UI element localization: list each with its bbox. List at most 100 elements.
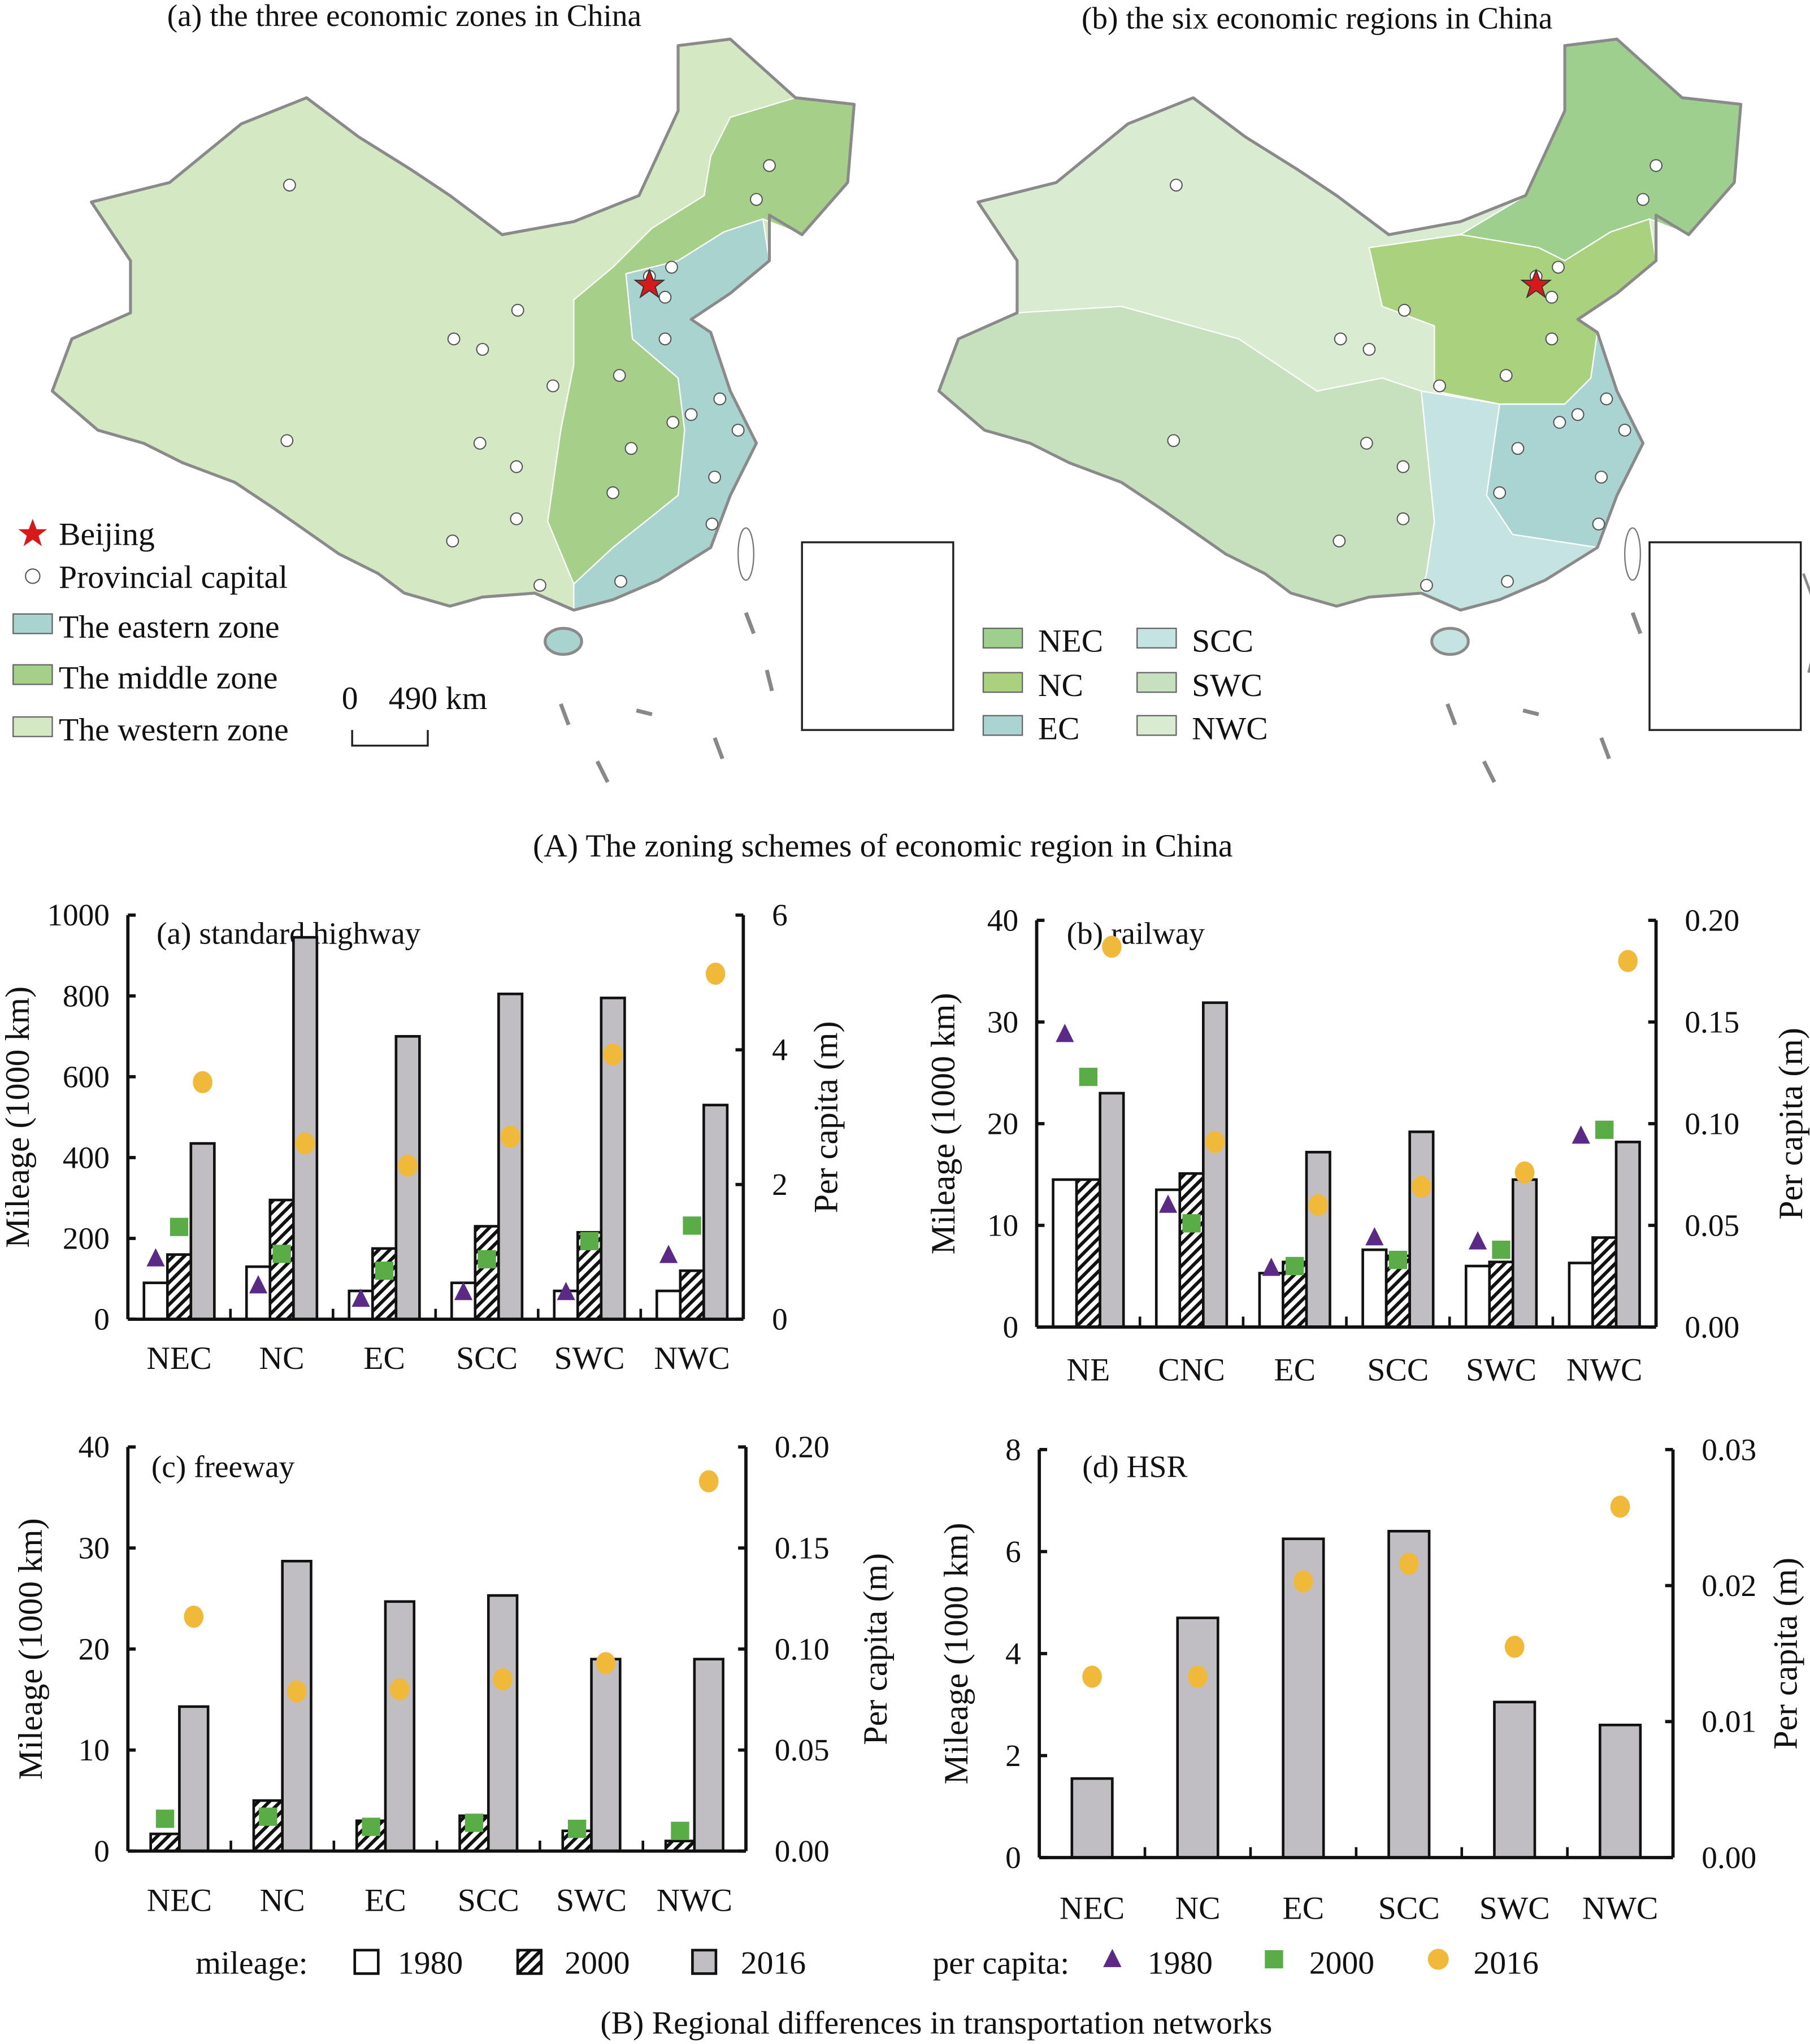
hainan-island [544, 627, 583, 656]
y2-tick-label: 0.00 [775, 1834, 830, 1868]
provincial-capital-marker [708, 471, 722, 484]
provincial-capital-marker [1397, 303, 1411, 317]
x-category-label: SCC [458, 1883, 519, 1919]
provincial-capital-marker [446, 534, 459, 547]
provincial-capital-marker [1511, 442, 1525, 455]
hainan-island [1430, 627, 1470, 656]
provincial-capital-marker [280, 434, 294, 447]
per-capita-1980-SWC [557, 1281, 575, 1301]
x-category-label: SWC [1466, 1352, 1536, 1388]
legend-scc: SCC [1192, 624, 1253, 659]
nc-swatch [982, 672, 1023, 693]
per-capita-2000-EC [1286, 1256, 1304, 1276]
provincial-capital-marker [533, 579, 546, 592]
per-capita-2016-NEC [1082, 1665, 1102, 1688]
provincial-capital-marker [1618, 424, 1631, 437]
y-tick-label: 40 [79, 1430, 110, 1464]
provincial-capital-marker [763, 159, 776, 172]
scale-bar-line [351, 730, 429, 747]
legend-bar-1980-label: 1980 [398, 1945, 463, 1981]
provincial-capital-marker [1332, 534, 1346, 547]
legend-mileage-label: mileage: [196, 1945, 308, 1981]
provincial-capital-marker [283, 179, 296, 192]
region-nec [1459, 38, 1742, 262]
beijing-star-icon [633, 268, 666, 299]
per-capita-2016-NEC [193, 1071, 212, 1094]
bar-2016-NC [1176, 1616, 1219, 1859]
y2-tick-label: 0.00 [1685, 1310, 1739, 1344]
provincial-capital-marker [1595, 471, 1608, 484]
y-tick-label: 1000 [47, 898, 110, 932]
per-capita-1980-NWC [659, 1245, 678, 1263]
provincial-capital-marker [1501, 575, 1514, 588]
nine-dash-line-segment [1599, 737, 1611, 760]
legend-bar-2000-label: 2000 [565, 1945, 630, 1981]
provincial-capital-marker [1170, 179, 1183, 192]
x-category-label: CNC [1158, 1352, 1225, 1388]
per-capita-2016-SCC [493, 1668, 513, 1691]
y-tick-label: 2 [1005, 1738, 1021, 1773]
y2-tick-label: 4 [772, 1033, 788, 1067]
per-capita-2016-NWC [1618, 950, 1638, 972]
legend-nec: NEC [1038, 624, 1103, 659]
per-capita-2016-SWC [603, 1043, 623, 1066]
provincial-capital-marker [1167, 434, 1180, 447]
per-capita-2016-SWC [1514, 1161, 1535, 1184]
x-category-label: EC [1274, 1352, 1316, 1388]
bar-1980-SCC [1361, 1248, 1388, 1329]
y2-tick-label: 0.10 [1685, 1106, 1739, 1141]
bar-2016-NC [292, 936, 319, 1321]
per-capita-2016-EC [1308, 1194, 1329, 1216]
y-axis-label: Mileage (1000 km) [0, 986, 36, 1248]
y2-tick-label: 0.20 [775, 1430, 830, 1464]
per-capita-2000-NC [259, 1807, 277, 1826]
chart-title: (c) freeway [151, 1449, 295, 1484]
scale-distance: 490 km [389, 681, 488, 716]
bar-2016-NEC [1070, 1777, 1114, 1859]
bar-1980-SWC [1464, 1264, 1491, 1329]
y2-tick-label: 0.15 [1685, 1004, 1739, 1039]
legend-beijing: Beijing [59, 516, 155, 552]
provincial-capital-marker [1396, 512, 1410, 525]
y-tick-label: 600 [63, 1059, 110, 1094]
per-capita-2000-SWC [1492, 1240, 1510, 1259]
map-b-legend: NEC NC EC SCC SWC NWC [982, 624, 1268, 746]
per-capita-2000-CNC [1182, 1214, 1201, 1233]
y2-tick-label: 0.03 [1702, 1432, 1756, 1467]
bar-2000-NEC [166, 1253, 193, 1321]
nine-dash-line-segment [1630, 612, 1643, 634]
bar-2016-EC [384, 1600, 416, 1852]
legend-pc-1980-label: 1980 [1148, 1945, 1213, 1981]
provincial-capital-marker [510, 512, 523, 525]
provincial-capital-marker [1545, 290, 1559, 304]
y-tick-label: 200 [63, 1221, 110, 1255]
y-tick-label: 400 [63, 1140, 110, 1175]
bar-2016-NWC [693, 1658, 724, 1852]
figure-a-caption: (A) The zoning schemes of economic regio… [533, 828, 1233, 864]
legend-bar-1980 [353, 1949, 380, 1975]
x-category-label: NC [259, 1341, 305, 1376]
per-capita-2000-SCC [478, 1250, 496, 1269]
provincial-capital-marker [658, 290, 672, 304]
y2-tick-label: 0.15 [775, 1530, 830, 1565]
provincial-capital-marker [665, 260, 678, 274]
per-capita-2016-EC [398, 1154, 418, 1177]
y-tick-label: 10 [987, 1208, 1018, 1242]
legend-ec: EC [1038, 711, 1080, 746]
per-capita-2000-SCC [1388, 1250, 1408, 1269]
beijing-star-icon [18, 519, 47, 546]
provincial-capital-marker [666, 416, 680, 429]
legend-pc-2000-label: 2000 [1309, 1945, 1374, 1981]
y-tick-label: 0 [1005, 1841, 1021, 1875]
x-category-label: NWC [1582, 1890, 1659, 1926]
y2-tick-label: 6 [772, 898, 788, 932]
provincial-capital-marker [1362, 342, 1376, 356]
taiwan-island [737, 527, 754, 581]
nine-dash-line-segment [1482, 760, 1496, 783]
bar-2000-CNC [1178, 1172, 1205, 1329]
chart-title: (a) standard highway [157, 916, 421, 951]
provincial-capital-marker [1360, 437, 1373, 450]
nine-dash-line-segment [765, 669, 774, 692]
per-capita-2000-SCC [465, 1813, 484, 1832]
x-category-label: SWC [1479, 1890, 1550, 1926]
